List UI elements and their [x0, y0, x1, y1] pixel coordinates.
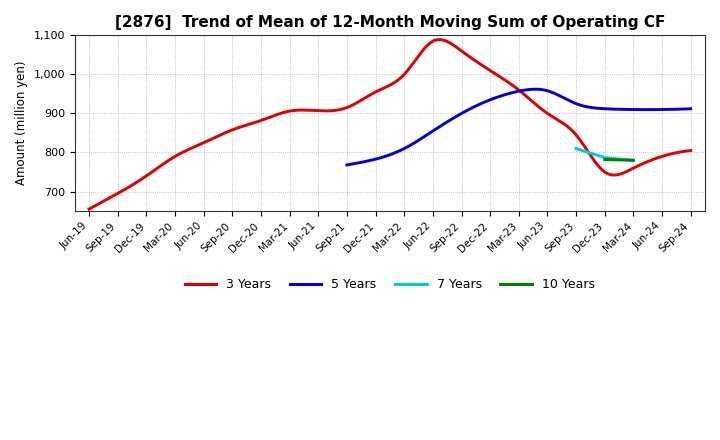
Title: [2876]  Trend of Mean of 12-Month Moving Sum of Operating CF: [2876] Trend of Mean of 12-Month Moving … — [114, 15, 665, 30]
Y-axis label: Amount (million yen): Amount (million yen) — [15, 61, 28, 185]
Legend: 3 Years, 5 Years, 7 Years, 10 Years: 3 Years, 5 Years, 7 Years, 10 Years — [180, 273, 600, 296]
